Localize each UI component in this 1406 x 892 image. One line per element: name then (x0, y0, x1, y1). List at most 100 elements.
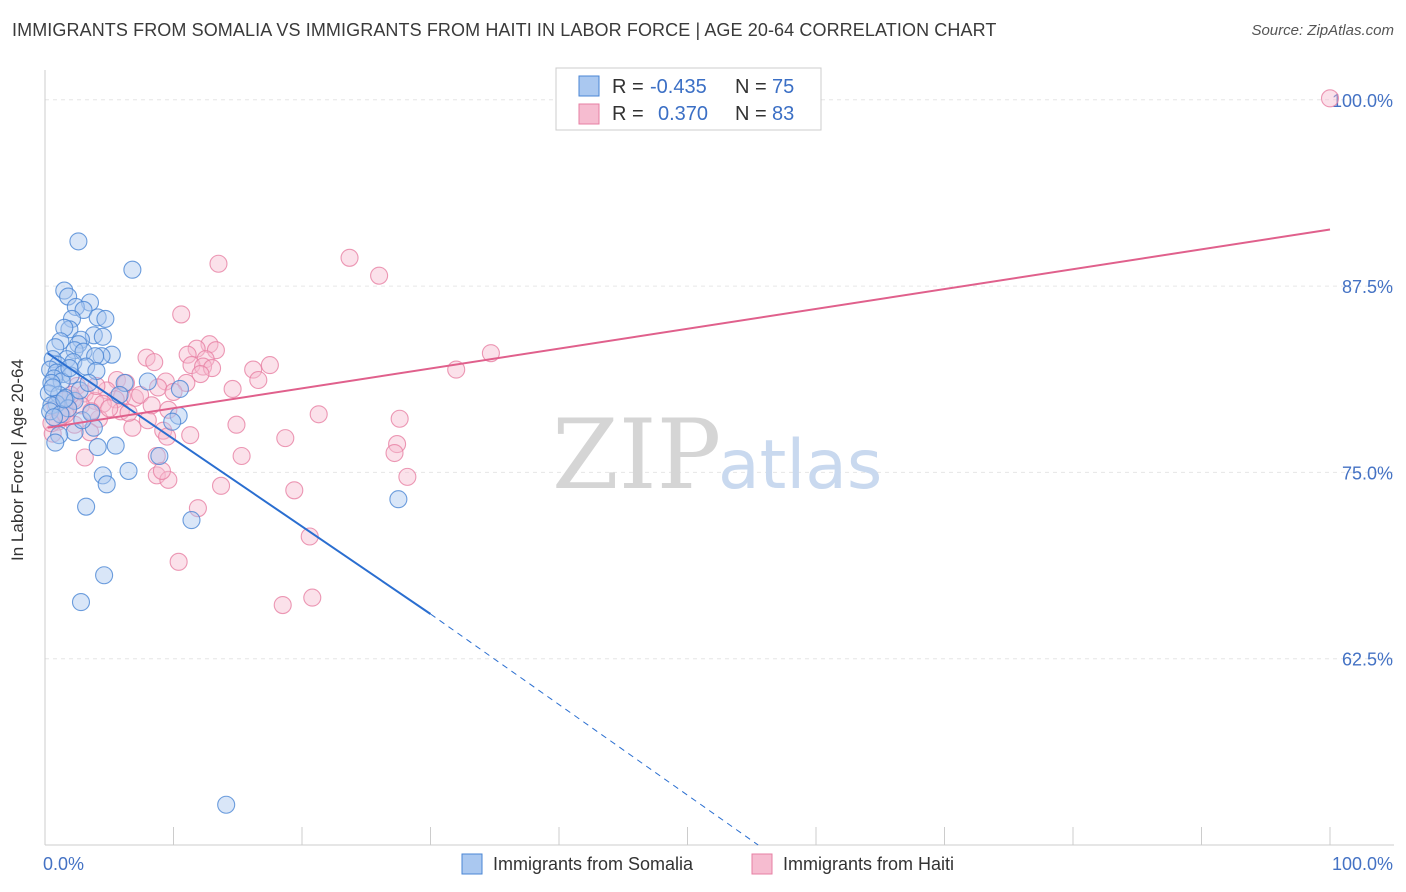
legend-r-value-somalia: -0.435 (650, 76, 707, 98)
point-haiti-32 (125, 388, 144, 407)
point-haiti-43 (309, 405, 328, 424)
point-haiti-59 (232, 446, 251, 466)
point-haiti-2 (209, 254, 228, 273)
point-haiti-19 (191, 364, 210, 384)
point-haiti-58 (385, 443, 404, 463)
legend-swatch-haiti (578, 103, 600, 125)
point-haiti-72 (273, 595, 292, 615)
legend-n-label-haiti: N = (735, 103, 767, 125)
y-tick-label-3: 100.0% (1332, 91, 1393, 111)
legend-r-value-haiti: 0.370 (658, 103, 708, 125)
watermark: ZIP atlas (552, 399, 882, 511)
point-somalia-59 (93, 466, 112, 485)
x-tick-label-0: 0.0% (43, 854, 84, 874)
point-somalia-54 (46, 433, 65, 452)
legend-swatch-somalia (578, 75, 600, 97)
trend-lines (47, 228, 1331, 846)
point-somalia-61 (389, 490, 408, 509)
point-haiti-66 (211, 476, 231, 495)
point-haiti-49 (227, 415, 246, 434)
point-somalia-3 (80, 293, 100, 312)
point-haiti-82 (142, 396, 161, 415)
point-haiti-0 (1320, 89, 1340, 108)
point-haiti-16 (203, 359, 222, 378)
point-somalia-37 (115, 373, 134, 393)
grid-lines (45, 99, 1394, 660)
point-somalia-66 (217, 795, 236, 814)
point-somalia-70 (43, 378, 62, 397)
point-haiti-79 (119, 403, 138, 422)
point-somalia-38 (170, 379, 189, 398)
series-legend-label-haiti: Immigrants from Haiti (783, 854, 954, 874)
legend-frame (555, 67, 822, 131)
point-haiti-12 (145, 353, 164, 372)
point-somalia-64 (95, 566, 114, 585)
point-haiti-8 (206, 341, 225, 360)
point-haiti-65 (152, 461, 171, 480)
point-somalia-58 (119, 461, 138, 480)
y-tick-label-2: 87.5% (1342, 277, 1393, 297)
point-somalia-0 (69, 232, 88, 251)
point-somalia-60 (97, 475, 116, 494)
watermark-atlas: atlas (718, 426, 882, 505)
point-somalia-65 (71, 593, 91, 612)
point-haiti-62 (398, 467, 417, 486)
legend-r-label-somalia: R = (612, 76, 644, 98)
point-somalia-16 (51, 332, 70, 351)
point-haiti-3 (370, 266, 389, 285)
point-haiti-5 (481, 344, 500, 363)
trend-line-haiti (47, 228, 1331, 429)
point-somalia-13 (93, 327, 112, 346)
series-legend: Immigrants from Somalia Immigrants from … (461, 853, 954, 875)
point-haiti-67 (285, 481, 304, 500)
point-somalia-48 (44, 408, 64, 427)
series-legend-swatch-somalia (461, 853, 483, 875)
y-tick-label-0: 62.5% (1342, 650, 1393, 670)
y-tick-label-1: 75.0% (1342, 463, 1393, 483)
point-somalia-36 (138, 372, 157, 391)
point-haiti-17 (244, 360, 263, 379)
point-somalia-62 (77, 497, 96, 516)
point-somalia-57 (150, 446, 169, 466)
point-somalia-74 (82, 403, 101, 422)
legend-n-label-somalia: N = (735, 76, 767, 98)
watermark-zip: ZIP (552, 399, 721, 511)
point-haiti-70 (169, 552, 188, 571)
legend-n-value-somalia: 75 (772, 76, 794, 98)
point-somalia-17 (46, 338, 65, 357)
trend-line-somalia (47, 352, 432, 615)
point-haiti-71 (303, 588, 322, 607)
point-somalia-56 (88, 438, 107, 457)
point-haiti-61 (75, 448, 94, 467)
trend-line-somalia-extension (430, 613, 759, 846)
point-haiti-54 (181, 426, 200, 445)
point-haiti-27 (223, 379, 242, 398)
series-legend-label-somalia: Immigrants from Somalia (493, 854, 694, 874)
point-somalia-55 (106, 436, 125, 455)
point-haiti-4 (172, 305, 191, 324)
point-somalia-8 (96, 309, 115, 328)
point-haiti-7 (187, 339, 206, 358)
point-haiti-77 (131, 385, 150, 404)
x-tick-label-1: 100.0% (1332, 854, 1393, 874)
axes (44, 70, 1394, 846)
point-haiti-15 (194, 357, 213, 376)
point-haiti-44 (390, 409, 409, 428)
data-points (39, 89, 1340, 814)
point-somalia-1 (123, 260, 142, 279)
point-somalia-22 (86, 347, 105, 366)
point-somalia-71 (55, 390, 74, 409)
point-somalia-4 (59, 287, 78, 306)
point-somalia-7 (88, 308, 107, 327)
chart-title: IMMIGRANTS FROM SOMALIA VS IMMIGRANTS FR… (12, 20, 997, 40)
point-somalia-11 (55, 318, 74, 337)
legend-r-label-haiti: R = (612, 103, 644, 125)
point-haiti-76 (100, 399, 119, 418)
source-label: Source: ZipAtlas.com (1251, 22, 1394, 39)
point-somalia-68 (70, 381, 89, 400)
point-haiti-9 (178, 345, 197, 364)
point-somalia-73 (110, 385, 129, 404)
point-haiti-20 (249, 370, 268, 390)
point-haiti-56 (276, 429, 295, 448)
